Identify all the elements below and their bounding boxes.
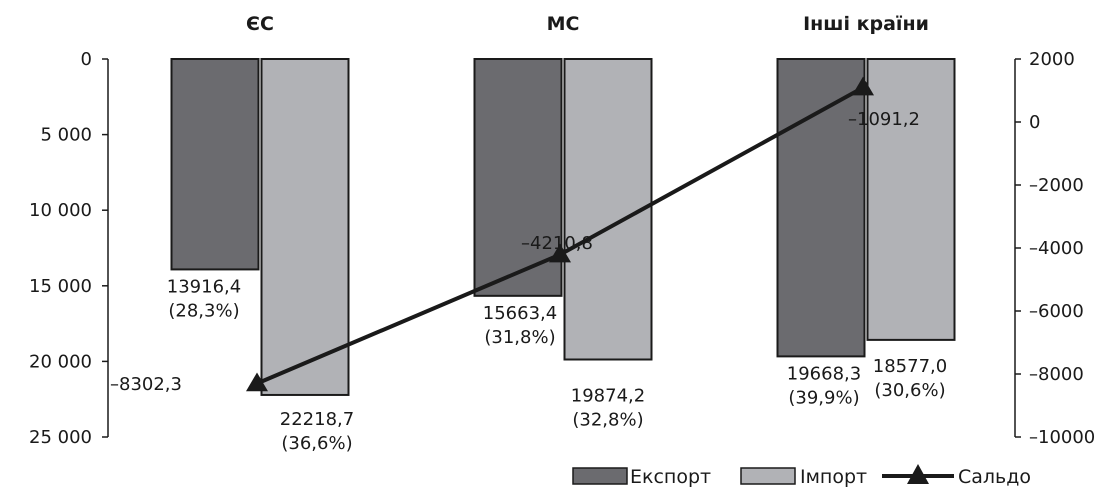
import-label-1: 19874,2 (32,8%)	[571, 385, 645, 430]
balance-marker-1	[549, 243, 571, 263]
import-label-0-line-1: (36,6%)	[281, 433, 352, 454]
import-label-1-line-0: 19874,2	[571, 385, 645, 406]
import-label-2: 18577,0 (30,6%)	[873, 356, 947, 401]
bar-series	[170, 58, 956, 396]
left-axis: 0 5 000 10 000 15 000 20 000 25 000	[29, 49, 109, 448]
category-labels: ЄС МС Інші країни	[246, 13, 929, 35]
legend-marker-balance	[907, 464, 929, 484]
legend-label-import: Імпорт	[800, 466, 867, 488]
export-label-2-line-1: (39,9%)	[788, 387, 859, 408]
export-label-0-line-0: 13916,4	[167, 276, 241, 297]
export-label-0-line-1: (28,3%)	[168, 300, 239, 321]
left-tick-label-1: 5 000	[40, 125, 92, 146]
right-tick-label-2: –2000	[1029, 175, 1084, 196]
import-label-0-line-0: 22218,7	[280, 409, 354, 430]
left-tick-label-3: 15 000	[29, 276, 92, 297]
import-label-2-line-0: 18577,0	[873, 356, 947, 377]
left-tick-label-5: 25 000	[29, 427, 92, 448]
right-tick-label-4: –6000	[1029, 301, 1084, 322]
import-label-1-line-1: (32,8%)	[572, 409, 643, 430]
balance-marker-0	[246, 372, 268, 392]
import-bar-2	[866, 58, 956, 341]
import-label-2-line-1: (30,6%)	[874, 380, 945, 401]
left-tick-label-0: 0	[81, 49, 92, 70]
import-label-0: 22218,7 (36,6%)	[280, 409, 354, 454]
category-label-0: ЄС	[246, 13, 274, 35]
legend-swatch-export	[572, 467, 628, 485]
category-label-2: Інші країни	[803, 13, 929, 35]
right-axis: 2000 0 –2000 –4000 –6000 –8000 –10000	[1014, 49, 1095, 448]
balance-label-2: –1091,2	[848, 109, 920, 130]
legend-swatch-import	[740, 467, 796, 485]
import-bar-1	[563, 58, 653, 361]
left-tick-label-2: 10 000	[29, 200, 92, 221]
category-label-1: МС	[547, 13, 580, 35]
balance-line-series: –8302,3 –4210,8 –1091,2	[110, 76, 920, 395]
right-tick-label-0: 2000	[1029, 49, 1075, 70]
export-label-2-line-0: 19668,3	[787, 363, 861, 384]
import-bar-0	[260, 58, 350, 396]
legend-label-balance: Сальдо	[958, 466, 1031, 488]
bar-data-labels: 13916,4 (28,3%) 15663,4 (31,8%) 19668,3 (39,9…	[167, 276, 947, 454]
right-tick-label-1: 0	[1029, 112, 1040, 133]
legend: Експорт Імпорт Сальдо	[572, 464, 1031, 488]
export-bar-0	[170, 58, 260, 271]
balance-label-1: –4210,8	[521, 233, 593, 254]
legend-label-export: Експорт	[630, 466, 711, 488]
export-label-1-line-1: (31,8%)	[484, 327, 555, 348]
balance-marker-2	[852, 76, 874, 96]
right-tick-label-6: –10000	[1029, 427, 1095, 448]
export-label-1-line-0: 15663,4	[483, 303, 557, 324]
export-label-2: 19668,3 (39,9%)	[787, 363, 861, 408]
right-tick-label-3: –4000	[1029, 238, 1084, 259]
export-label-0: 13916,4 (28,3%)	[167, 276, 241, 321]
right-tick-label-5: –8000	[1029, 364, 1084, 385]
export-label-1: 15663,4 (31,8%)	[483, 303, 557, 348]
left-tick-label-4: 20 000	[29, 351, 92, 372]
export-bar-1	[473, 58, 563, 297]
export-bar-2	[776, 58, 866, 358]
balance-label-0: –8302,3	[110, 374, 182, 395]
